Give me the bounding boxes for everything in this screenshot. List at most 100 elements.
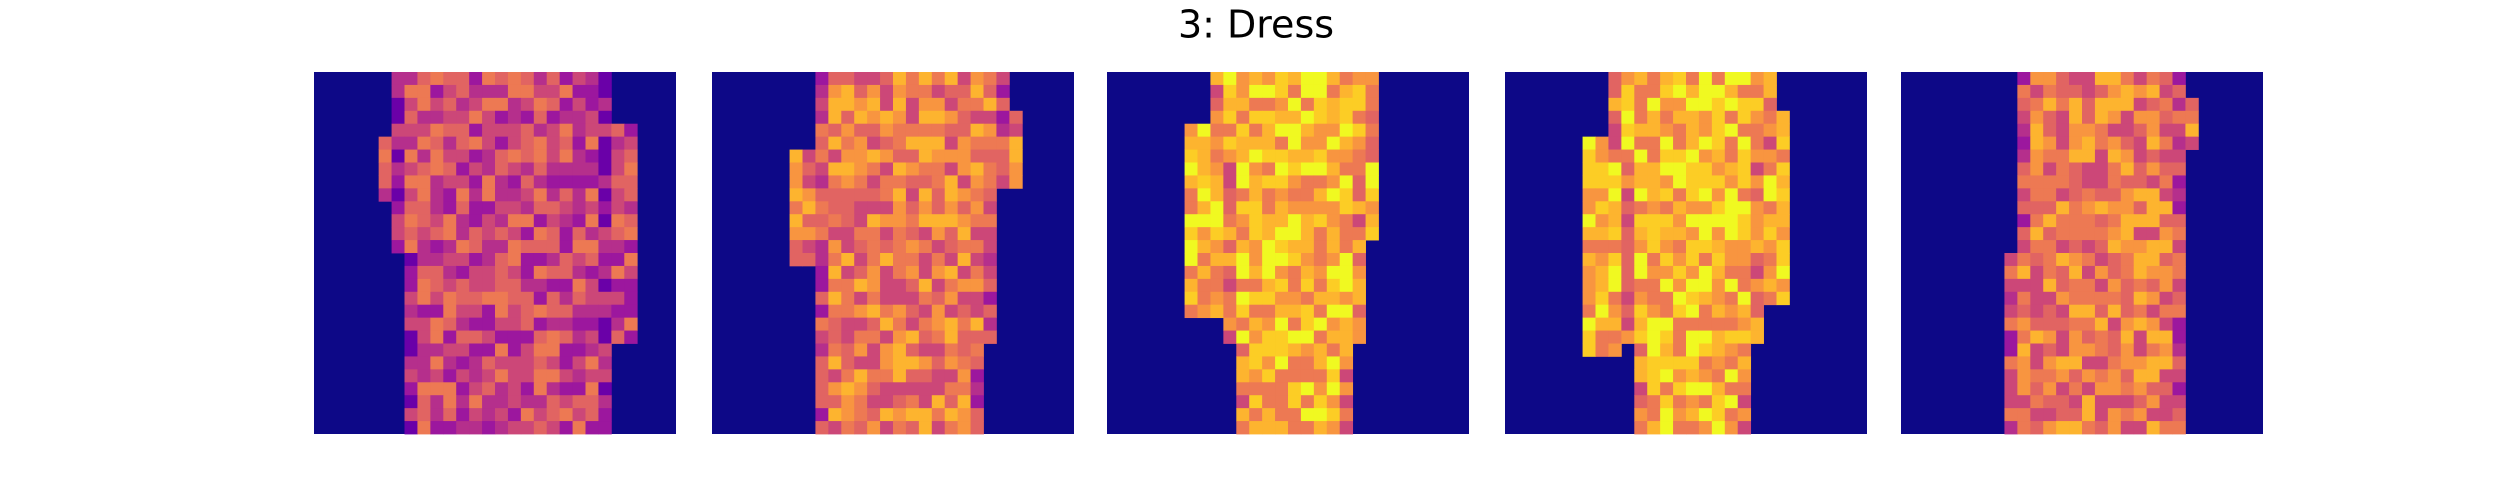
pixel: [1621, 123, 1635, 138]
image-panel: [1107, 72, 1469, 435]
pixel: [1750, 278, 1764, 293]
pixel: [828, 123, 842, 138]
pixel: [378, 149, 392, 163]
pixel: [2120, 330, 2135, 344]
pixel: [1673, 330, 1687, 344]
pixel: [996, 123, 1010, 138]
pixel: [2030, 123, 2044, 138]
pixel: [1249, 72, 1263, 86]
pixel: [507, 84, 522, 99]
pixel: [2094, 110, 2109, 125]
pixel: [1711, 253, 1726, 267]
pixel: [2172, 304, 2186, 319]
pixel: [2133, 265, 2148, 280]
pixel: [2146, 97, 2160, 112]
pixel: [2082, 162, 2096, 176]
pixel: [1275, 97, 1289, 112]
pixel: [1711, 110, 1726, 125]
pixel: [495, 317, 509, 331]
pixel: [1262, 72, 1276, 86]
pixel: [1763, 149, 1777, 163]
pixel: [1210, 214, 1224, 228]
pixel: [611, 214, 625, 228]
pixel: [507, 136, 522, 150]
pixel: [880, 149, 894, 163]
pixel: [2172, 97, 2186, 112]
pixel: [1737, 162, 1752, 176]
pixel: [1686, 343, 1700, 357]
pixel: [495, 84, 509, 99]
pixel: [1352, 201, 1366, 215]
pixel: [482, 343, 496, 357]
pixel: [1223, 162, 1237, 176]
pixel: [1249, 149, 1263, 163]
pixel: [482, 278, 496, 293]
pixel: [391, 175, 405, 189]
pixel: [931, 227, 946, 241]
pixel: [1763, 175, 1777, 189]
pixel: [1236, 265, 1250, 280]
pixel: [404, 227, 418, 241]
pixel: [1184, 188, 1198, 202]
pixel: [1750, 214, 1764, 228]
pixel: [1223, 84, 1237, 99]
pixel: [2185, 136, 2199, 150]
pixel: [893, 149, 907, 163]
pixel: [944, 175, 959, 189]
pixel: [957, 123, 971, 138]
pixel: [1326, 123, 1341, 138]
pixel: [957, 149, 971, 163]
pixel: [495, 240, 509, 254]
pixel: [1608, 175, 1622, 189]
pixel: [2159, 356, 2173, 370]
pixel: [391, 110, 405, 125]
pixel: [2004, 291, 2018, 306]
pixel: [1660, 278, 1674, 293]
pixel: [802, 188, 816, 202]
pixel: [1197, 123, 1211, 138]
pixel: [2107, 408, 2122, 422]
pixel: [983, 97, 997, 112]
pixel: [572, 175, 586, 189]
pixel: [611, 265, 625, 280]
pixel: [2120, 188, 2135, 202]
pixel: [1275, 421, 1289, 435]
pixel: [1223, 188, 1237, 202]
pixel: [520, 356, 535, 370]
pixel: [1711, 188, 1726, 202]
pixel: [1300, 84, 1315, 99]
pixel: [1634, 162, 1648, 176]
pixel: [1673, 214, 1687, 228]
pixel: [1698, 278, 1713, 293]
pixel: [482, 395, 496, 409]
pixel: [854, 136, 868, 150]
pixel: [983, 265, 997, 280]
pixel: [957, 330, 971, 344]
pixel: [1313, 110, 1328, 125]
pixel: [1223, 110, 1237, 125]
pixel: [572, 240, 586, 254]
pixel: [1673, 408, 1687, 422]
pixel: [443, 421, 457, 435]
pixel: [456, 330, 470, 344]
pixel: [2069, 110, 2083, 125]
pixel: [520, 265, 535, 280]
pixel: [983, 304, 997, 319]
pixel: [893, 317, 907, 331]
pixel: [572, 162, 586, 176]
pixel: [1634, 382, 1648, 396]
pixel: [854, 356, 868, 370]
pixel: [1288, 84, 1302, 99]
pixel: [443, 369, 457, 383]
pixel: [572, 369, 586, 383]
pixel: [482, 110, 496, 125]
pixel: [1197, 278, 1211, 293]
pixel: [1236, 72, 1250, 86]
pixel: [1223, 304, 1237, 319]
pixel: [815, 149, 829, 163]
pixel: [1582, 214, 1596, 228]
pixel: [2107, 304, 2122, 319]
pixel: [918, 382, 933, 396]
pixel: [611, 149, 625, 163]
pixel: [1582, 253, 1596, 267]
